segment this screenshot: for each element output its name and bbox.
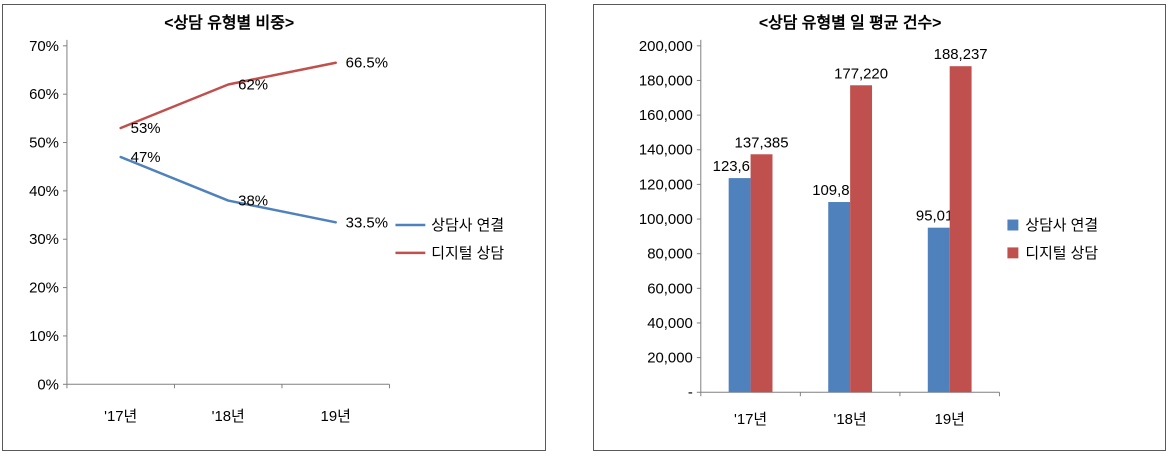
y-tick-label: 60% bbox=[29, 86, 59, 103]
y-tick-label: 40% bbox=[29, 183, 59, 200]
y-tick-label: 80,000 bbox=[647, 246, 693, 263]
legend-label: 디지털 상담 bbox=[431, 245, 504, 262]
y-tick-label: 50% bbox=[29, 135, 59, 152]
bar-value-label: 188,237 bbox=[934, 46, 988, 63]
y-tick-label: 140,000 bbox=[639, 142, 693, 159]
series-line bbox=[119, 61, 337, 130]
bar-value-label: 137,385 bbox=[735, 134, 789, 151]
y-tick-label: 180,000 bbox=[639, 72, 693, 89]
bar bbox=[828, 202, 851, 393]
y-tick-label: 100,000 bbox=[639, 211, 693, 228]
y-tick-label: - bbox=[688, 384, 693, 401]
bar bbox=[949, 66, 972, 393]
line-chart-panel: <상담 유형별 비중> 70% 60% 50% 40% 30% 20% 10% 0% '17년 '… bbox=[2, 4, 546, 451]
y-tick-label: 10% bbox=[29, 328, 59, 345]
point-label: 38% bbox=[238, 193, 268, 210]
y-tick-label: 30% bbox=[29, 231, 59, 248]
bar bbox=[750, 154, 773, 393]
line-chart-title: <상담 유형별 비중> bbox=[164, 13, 294, 32]
y-tick-label: 60,000 bbox=[647, 280, 693, 297]
x-category-label: '17년 bbox=[734, 411, 767, 428]
line-chart-svg: <상담 유형별 비중> 70% 60% 50% 40% 30% 20% 10% 0% '17년 '… bbox=[29, 13, 504, 425]
point-label: 62% bbox=[238, 76, 268, 93]
bar bbox=[927, 227, 950, 393]
line-chart-plot-area: 70% 60% 50% 40% 30% 20% 10% 0% '17년 '18년 19년 47% 38%… bbox=[29, 38, 504, 425]
series-line bbox=[119, 155, 337, 224]
legend-label: 상담사 연결 bbox=[431, 217, 504, 234]
x-category-label: '18년 bbox=[212, 408, 245, 425]
y-tick-label: 200,000 bbox=[639, 38, 693, 55]
x-category-label: 19년 bbox=[321, 408, 351, 425]
legend-label: 상담사 연결 bbox=[1025, 217, 1098, 234]
bar bbox=[728, 178, 751, 393]
point-label: 47% bbox=[131, 149, 161, 166]
bar-chart-panel: <상담 유형별 일 평균 건수> 200,000 180,000 160,000 14… bbox=[593, 4, 1166, 451]
y-tick-label: 120,000 bbox=[639, 176, 693, 193]
y-tick-label: 20% bbox=[29, 280, 59, 297]
bar bbox=[850, 85, 873, 393]
x-category-label: '17년 bbox=[104, 408, 137, 425]
x-category-label: 19년 bbox=[935, 411, 965, 428]
point-label: 33.5% bbox=[346, 214, 388, 231]
legend-label: 디지털 상담 bbox=[1025, 245, 1098, 262]
bar-value-label: 177,220 bbox=[834, 65, 888, 82]
y-tick-label: 20,000 bbox=[647, 350, 693, 367]
legend-square-marker bbox=[1007, 219, 1019, 231]
y-tick-label: 160,000 bbox=[639, 107, 693, 124]
y-tick-label: 70% bbox=[29, 38, 59, 55]
legend-square-marker bbox=[1007, 247, 1019, 259]
bar-chart-plot-area: 200,000 180,000 160,000 140,000 120,000 100,0… bbox=[639, 38, 1099, 428]
y-tick-label: 40,000 bbox=[647, 315, 693, 332]
point-label: 53% bbox=[131, 120, 161, 137]
bar-chart-svg: <상담 유형별 일 평균 건수> 200,000 180,000 160,000 14… bbox=[639, 13, 1099, 428]
bar-chart-title: <상담 유형별 일 평균 건수> bbox=[759, 13, 942, 32]
point-label: 66.5% bbox=[346, 55, 388, 72]
y-tick-label: 0% bbox=[37, 376, 59, 393]
x-category-label: '18년 bbox=[834, 411, 867, 428]
